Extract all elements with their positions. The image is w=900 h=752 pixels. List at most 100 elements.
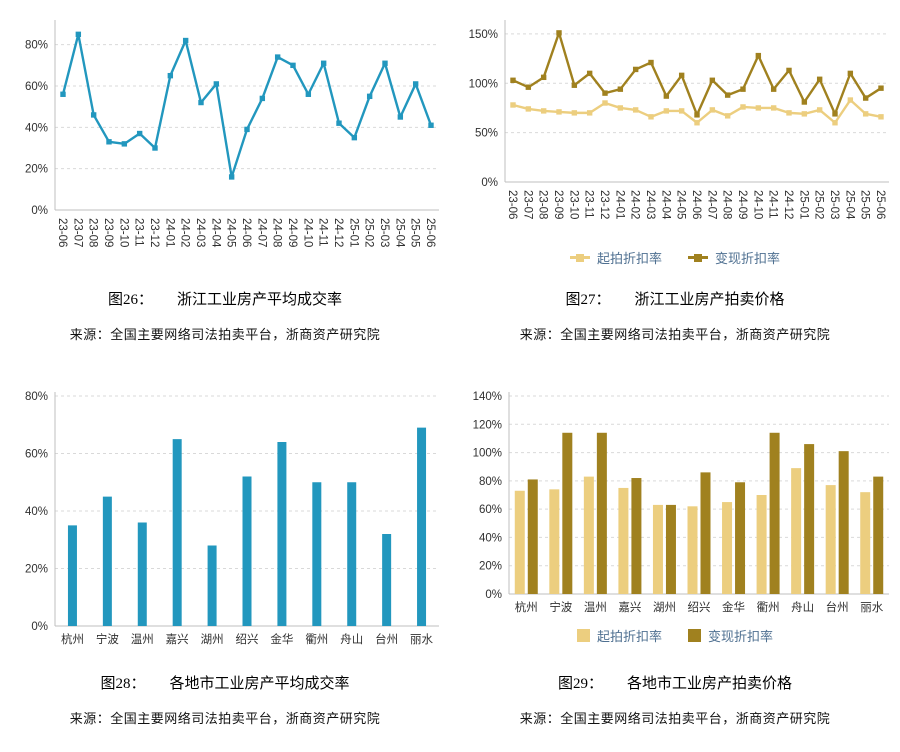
svg-text:24-11: 24-11 — [316, 218, 328, 247]
svg-text:宁波: 宁波 — [95, 632, 118, 646]
svg-text:杭州: 杭州 — [60, 632, 83, 646]
svg-text:嘉兴: 嘉兴 — [165, 633, 188, 646]
svg-text:23-10: 23-10 — [117, 218, 129, 247]
fig26-chart-area: 0% 20% 40% 60% 80% 23-06 23-07 23-08 23-09 23-10 2… — [3, 10, 448, 280]
svg-text:24-03: 24-03 — [194, 218, 206, 247]
svg-text:60%: 60% — [478, 504, 501, 516]
fig27-legend-label-qipai: 起拍折扣率 — [596, 251, 662, 266]
svg-text:25-05: 25-05 — [858, 190, 870, 219]
svg-text:60%: 60% — [24, 81, 47, 93]
fig27-caption-number: 图27： — [565, 292, 611, 308]
svg-text:25-06: 25-06 — [874, 190, 886, 219]
svg-text:25-03: 25-03 — [828, 190, 840, 219]
fig27-caption-title: 浙江工业房产拍卖价格 — [634, 292, 785, 308]
fig28-source-label: 来源： — [69, 711, 111, 726]
fig28-source: 来源：全国主要网络司法拍卖平台，浙商资产研究院 — [70, 708, 381, 727]
fig29-caption-number: 图29： — [557, 676, 603, 692]
svg-text:0%: 0% — [481, 177, 498, 189]
fig29-legend-label-qipai: 起拍折扣率 — [596, 629, 662, 644]
svg-text:40%: 40% — [24, 122, 47, 134]
svg-text:23-09: 23-09 — [102, 218, 114, 247]
svg-text:杭州: 杭州 — [514, 600, 537, 614]
svg-text:24-11: 24-11 — [766, 190, 778, 219]
fig27-legend-item-qipai: 起拍折扣率 — [569, 248, 662, 267]
svg-text:24-10: 24-10 — [751, 190, 763, 219]
svg-text:25-02: 25-02 — [362, 218, 374, 247]
svg-text:台州: 台州 — [375, 632, 398, 646]
fig28-bar-chart: 0% 20% 40% 60% 80% 杭州 宁波 温州 嘉兴 湖州 绍兴 金华 衢州 舟山 台州 丽水 — [24, 391, 439, 646]
figure-27: 0% 50% 100% 150% 23-06 23-07 23-08 23-09 23-10 23… — [450, 4, 900, 378]
svg-text:湖州: 湖州 — [652, 600, 675, 614]
fig29-source: 来源：全国主要网络司法拍卖平台，浙商资产研究院 — [520, 708, 831, 727]
figure-29: 0% 20% 40% 60% 80% 100% 120% 140% 杭州 宁波 温州 嘉兴 湖州 绍兴 金华… — [450, 378, 900, 752]
svg-text:温州: 温州 — [583, 600, 606, 614]
fig29-source-text: 全国主要网络司法拍卖平台，浙商资产研究院 — [560, 711, 831, 726]
svg-text:23-07: 23-07 — [71, 218, 83, 247]
svg-text:80%: 80% — [24, 40, 47, 52]
svg-text:20%: 20% — [24, 164, 47, 176]
svg-text:40%: 40% — [478, 532, 501, 544]
fig28-source-text: 全国主要网络司法拍卖平台，浙商资产研究院 — [110, 711, 381, 726]
svg-text:25-02: 25-02 — [812, 190, 824, 219]
svg-text:23-06: 23-06 — [56, 218, 68, 247]
svg-text:24-09: 24-09 — [736, 190, 748, 219]
bianxian-bar-marker-icon — [688, 629, 701, 642]
fig29-legend-label-bianxian: 变现折扣率 — [708, 629, 774, 644]
fig27-source-text: 全国主要网络司法拍卖平台，浙商资产研究院 — [560, 327, 831, 342]
svg-text:50%: 50% — [474, 128, 497, 140]
svg-text:0%: 0% — [31, 621, 48, 633]
fig27-source-label: 来源： — [519, 327, 561, 342]
fig27-legend-label-bianxian: 变现折扣率 — [715, 251, 781, 266]
figure-28: 0% 20% 40% 60% 80% 杭州 宁波 温州 嘉兴 湖州 绍兴 金华 衢州 舟山 台州 丽水 图28… — [0, 378, 450, 752]
fig27-legend: 起拍折扣率 变现折扣率 — [569, 248, 781, 267]
svg-text:24-04: 24-04 — [209, 218, 221, 248]
svg-text:23-12: 23-12 — [598, 190, 610, 219]
fig26-source-text: 全国主要网络司法拍卖平台，浙商资产研究院 — [110, 327, 381, 342]
svg-text:宁波: 宁波 — [549, 600, 572, 614]
svg-text:25-04: 25-04 — [393, 218, 405, 248]
svg-text:24-04: 24-04 — [659, 190, 671, 220]
svg-text:湖州: 湖州 — [200, 632, 223, 646]
svg-text:24-02: 24-02 — [628, 190, 640, 219]
svg-text:绍兴: 绍兴 — [687, 600, 710, 614]
fig28-caption-number: 图28： — [100, 676, 146, 692]
svg-text:23-10: 23-10 — [567, 190, 579, 219]
svg-text:24-05: 24-05 — [224, 218, 236, 247]
fig27-chart-area: 0% 50% 100% 150% 23-06 23-07 23-08 23-09 23-10 23… — [453, 10, 898, 280]
svg-text:25-04: 25-04 — [843, 190, 855, 220]
svg-text:23-07: 23-07 — [521, 190, 533, 219]
svg-text:23-12: 23-12 — [148, 218, 160, 247]
fig29-chart-area: 0% 20% 40% 60% 80% 100% 120% 140% 杭州 宁波 温州 嘉兴 湖州 绍兴 金华… — [453, 384, 898, 664]
svg-text:23-06: 23-06 — [506, 190, 518, 219]
fig26-caption: 图26： 浙江工业房产平均成交率 — [108, 288, 342, 309]
svg-text:舟山: 舟山 — [340, 632, 363, 646]
fig29-caption-title: 各地市工业房产拍卖价格 — [627, 676, 793, 692]
svg-text:80%: 80% — [478, 476, 501, 488]
svg-text:120%: 120% — [472, 419, 501, 431]
fig26-caption-title: 浙江工业房产平均成交率 — [177, 292, 343, 308]
svg-text:23-11: 23-11 — [132, 218, 144, 247]
svg-text:衢州: 衢州 — [305, 632, 328, 646]
svg-text:100%: 100% — [468, 78, 497, 90]
fig29-source-label: 来源： — [519, 711, 561, 726]
fig29-legend: 起拍折扣率 变现折扣率 — [576, 626, 773, 645]
svg-text:24-08: 24-08 — [270, 218, 282, 247]
svg-text:24-08: 24-08 — [720, 190, 732, 219]
svg-text:60%: 60% — [24, 449, 47, 461]
svg-text:0%: 0% — [31, 205, 48, 217]
svg-text:100%: 100% — [472, 448, 501, 460]
bianxian-square-marker-icon — [694, 253, 702, 262]
svg-text:24-12: 24-12 — [332, 218, 344, 247]
svg-text:23-11: 23-11 — [582, 190, 594, 219]
figure-26: 0% 20% 40% 60% 80% 23-06 23-07 23-08 23-09 23-10 2… — [0, 4, 450, 378]
svg-text:23-08: 23-08 — [86, 218, 98, 247]
bianxian-line-marker-icon — [688, 253, 708, 262]
fig29-bar-chart: 0% 20% 40% 60% 80% 100% 120% 140% 杭州 宁波 温州 嘉兴 湖州 绍兴 金华… — [472, 391, 889, 614]
fig29-legend-item-bianxian: 变现折扣率 — [688, 626, 773, 645]
fig28-chart-area: 0% 20% 40% 60% 80% 杭州 宁波 温州 嘉兴 湖州 绍兴 金华 衢州 舟山 台州 丽水 — [3, 384, 448, 664]
fig27-caption: 图27： 浙江工业房产拍卖价格 — [565, 288, 784, 309]
svg-text:24-07: 24-07 — [255, 218, 267, 247]
svg-text:25-06: 25-06 — [424, 218, 436, 247]
svg-text:23-09: 23-09 — [552, 190, 564, 219]
